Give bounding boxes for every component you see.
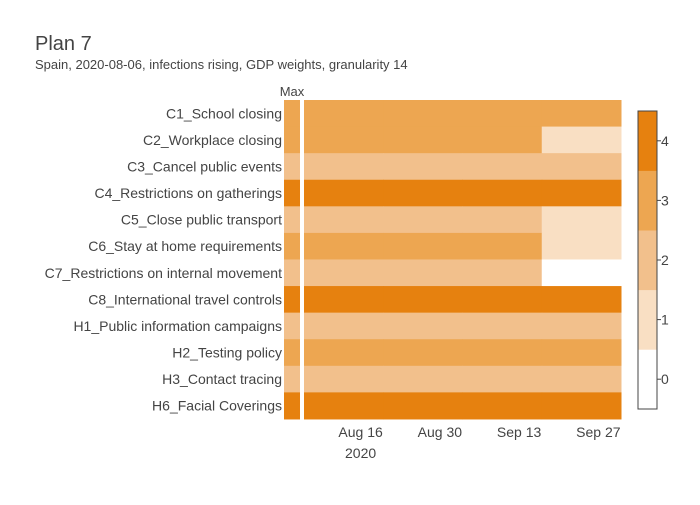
heatmap-cell[interactable] xyxy=(304,232,384,260)
heatmap-cell[interactable] xyxy=(383,232,463,260)
heatmap-cell[interactable] xyxy=(383,392,463,420)
x-tick-year: 2020 xyxy=(345,445,376,461)
heatmap-cell[interactable] xyxy=(383,339,463,367)
heatmap-cell[interactable] xyxy=(462,232,543,260)
max-cell[interactable] xyxy=(284,259,300,287)
row-label: C5_Close public transport xyxy=(121,212,282,228)
max-cell[interactable] xyxy=(284,179,300,207)
row-label: C4_Restrictions on gatherings xyxy=(94,185,282,201)
heatmap-cell[interactable] xyxy=(541,126,622,154)
colorbar-outline xyxy=(637,110,658,410)
colorbar-segment xyxy=(638,349,657,410)
heatmap-cell[interactable] xyxy=(383,126,463,154)
heatmap-cell[interactable] xyxy=(462,206,543,234)
heatmap-cells xyxy=(304,100,622,420)
row-label: H6_Facial Coverings xyxy=(152,398,282,414)
heatmap-cell[interactable] xyxy=(462,339,543,367)
heatmap-cell[interactable] xyxy=(462,312,543,340)
heatmap-cell[interactable] xyxy=(383,206,463,234)
heatmap-cell[interactable] xyxy=(304,286,384,314)
heatmap-cell[interactable] xyxy=(383,286,463,314)
heatmap-cell[interactable] xyxy=(462,153,543,181)
max-cell[interactable] xyxy=(284,312,300,340)
max-cell[interactable] xyxy=(284,206,300,234)
colorbar-segment xyxy=(638,230,657,291)
max-cell[interactable] xyxy=(284,153,300,181)
row-label: H2_Testing policy xyxy=(172,345,282,361)
chart-subtitle: Spain, 2020-08-06, infections rising, GD… xyxy=(35,57,408,72)
heatmap-cell[interactable] xyxy=(383,100,463,128)
max-cell[interactable] xyxy=(284,365,300,393)
x-tick-label: Sep 13 xyxy=(497,424,542,440)
heatmap-cell[interactable] xyxy=(462,392,543,420)
colorbar-segment xyxy=(638,170,657,231)
x-axis: Aug 16 2020 Aug 30 Sep 13 Sep 27 xyxy=(338,424,620,461)
colorbar-segment xyxy=(638,289,657,350)
heatmap-cell[interactable] xyxy=(383,365,463,393)
heatmap-cell[interactable] xyxy=(541,365,622,393)
heatmap-cell[interactable] xyxy=(383,259,463,287)
heatmap-cell[interactable] xyxy=(383,312,463,340)
row-label: C6_Stay at home requirements xyxy=(88,238,282,254)
max-cell[interactable] xyxy=(284,392,300,420)
heatmap-cell[interactable] xyxy=(383,179,463,207)
chart-title: Plan 7 xyxy=(35,33,92,55)
heatmap-cell[interactable] xyxy=(462,126,543,154)
heatmap-cell[interactable] xyxy=(541,206,622,234)
colorbar-segment xyxy=(638,111,657,171)
max-column xyxy=(284,100,300,420)
heatmap-cell[interactable] xyxy=(304,312,384,340)
heatmap-cell[interactable] xyxy=(541,339,622,367)
row-label: C1_School closing xyxy=(166,105,282,121)
max-cell[interactable] xyxy=(284,339,300,367)
colorbar-tick-label: 3 xyxy=(661,192,669,208)
max-cell[interactable] xyxy=(284,126,300,154)
max-cell[interactable] xyxy=(284,100,300,128)
row-label: H3_Contact tracing xyxy=(162,371,282,387)
heatmap-cell[interactable] xyxy=(541,153,622,181)
row-label: C7_Restrictions on internal movement xyxy=(45,265,282,281)
heatmap-cell[interactable] xyxy=(541,286,622,314)
heatmap-cell[interactable] xyxy=(304,206,384,234)
heatmap-cell[interactable] xyxy=(304,365,384,393)
heatmap-cell[interactable] xyxy=(462,100,543,128)
heatmap-cell[interactable] xyxy=(304,339,384,367)
heatmap-cell[interactable] xyxy=(462,365,543,393)
heatmap-cell[interactable] xyxy=(304,259,384,287)
heatmap-cell[interactable] xyxy=(304,100,384,128)
max-column-label: Max xyxy=(280,84,305,99)
row-labels: C1_School closing C2_Workplace closing C3_… xyxy=(45,105,282,413)
x-tick-label: Aug 30 xyxy=(418,424,463,440)
max-cell[interactable] xyxy=(284,286,300,314)
row-label: C8_International travel controls xyxy=(88,291,282,307)
heatmap-cell[interactable] xyxy=(541,392,622,420)
max-cell[interactable] xyxy=(284,232,300,260)
colorbar-tick-label: 4 xyxy=(661,133,669,149)
heatmap-cell[interactable] xyxy=(383,153,463,181)
row-label: C3_Cancel public events xyxy=(127,158,282,174)
heatmap-cell[interactable] xyxy=(462,286,543,314)
colorbar[interactable]: 0 1 2 3 4 xyxy=(637,110,669,410)
heatmap-cell[interactable] xyxy=(541,259,622,287)
heatmap-cell[interactable] xyxy=(304,392,384,420)
heatmap-cell[interactable] xyxy=(541,179,622,207)
x-tick-label: Sep 27 xyxy=(576,424,621,440)
heatmap-cell[interactable] xyxy=(304,126,384,154)
colorbar-tick-label: 2 xyxy=(661,252,669,268)
heatmap-cell[interactable] xyxy=(304,153,384,181)
heatmap-cell[interactable] xyxy=(541,100,622,128)
heatmap-cell[interactable] xyxy=(541,312,622,340)
row-label: H1_Public information campaigns xyxy=(73,318,282,334)
heatmap-cell[interactable] xyxy=(462,259,543,287)
colorbar-tick-label: 1 xyxy=(661,312,669,328)
heatmap-cell[interactable] xyxy=(541,232,622,260)
heatmap-cell[interactable] xyxy=(304,179,384,207)
heatmap-cell[interactable] xyxy=(462,179,543,207)
x-tick-label: Aug 16 xyxy=(338,424,383,440)
colorbar-tick-label: 0 xyxy=(661,371,669,387)
row-label: C2_Workplace closing xyxy=(143,132,282,148)
